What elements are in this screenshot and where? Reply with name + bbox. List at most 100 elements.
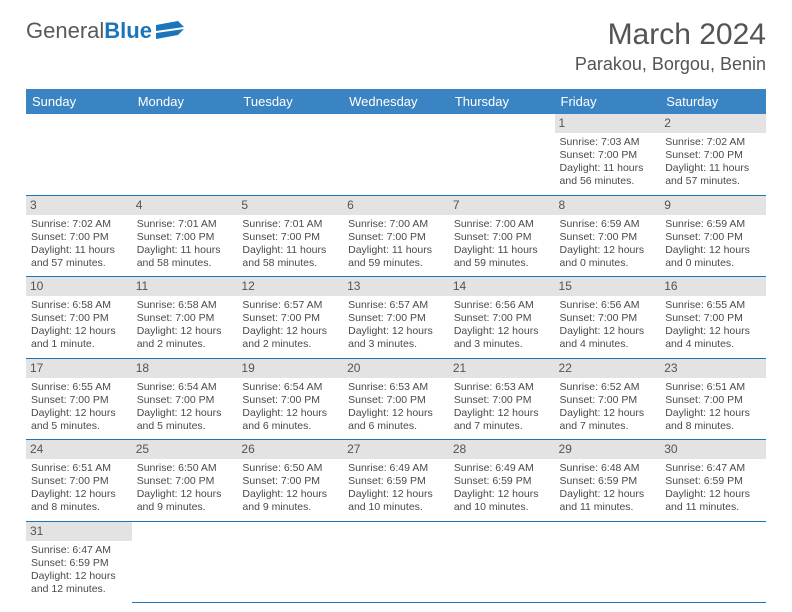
sunrise-text: Sunrise: 7:00 AM <box>454 218 550 231</box>
sunset-text: Sunset: 6:59 PM <box>560 475 656 488</box>
sunrise-text: Sunrise: 6:51 AM <box>665 381 761 394</box>
sunrise-text: Sunrise: 6:53 AM <box>348 381 444 394</box>
logo: GeneralBlue <box>26 18 184 44</box>
day-number: 11 <box>132 277 238 296</box>
day-cell: 27 Sunrise: 6:49 AMSunset: 6:59 PMDayligh… <box>343 440 449 522</box>
day-cell: 2Sunrise: 7:02 AMSunset: 7:00 PMDaylight… <box>660 114 766 195</box>
day-number: 4 <box>132 196 238 215</box>
empty-cell <box>449 114 555 195</box>
sunset-text: Sunset: 7:00 PM <box>137 394 233 407</box>
day-cell: 7Sunrise: 7:00 AMSunset: 7:00 PMDaylight… <box>449 195 555 277</box>
daylight-text: Daylight: 11 hours and 58 minutes. <box>137 244 233 270</box>
empty-cell <box>660 521 766 602</box>
sunrise-text: Sunrise: 7:01 AM <box>137 218 233 231</box>
sunset-text: Sunset: 7:00 PM <box>137 231 233 244</box>
sunrise-text: Sunrise: 6:59 AM <box>665 218 761 231</box>
sunrise-text: Sunrise: 6:53 AM <box>454 381 550 394</box>
sunrise-text: Sunrise: 6:59 AM <box>560 218 656 231</box>
day-number: 26 <box>237 440 343 459</box>
empty-cell <box>132 114 238 195</box>
sunset-text: Sunset: 7:00 PM <box>665 231 761 244</box>
daylight-text: Daylight: 12 hours and 3 minutes. <box>348 325 444 351</box>
sunset-text: Sunset: 7:00 PM <box>560 231 656 244</box>
sunset-text: Sunset: 6:59 PM <box>348 475 444 488</box>
day-cell: 1Sunrise: 7:03 AMSunset: 7:00 PMDaylight… <box>555 114 661 195</box>
day-cell: 21Sunrise: 6:53 AMSunset: 7:00 PMDayligh… <box>449 358 555 440</box>
sunrise-text: Sunrise: 6:58 AM <box>31 299 127 312</box>
day-number: 29 <box>555 440 661 459</box>
day-cell: 8Sunrise: 6:59 AMSunset: 7:00 PMDaylight… <box>555 195 661 277</box>
empty-cell <box>449 521 555 602</box>
sunset-text: Sunset: 7:00 PM <box>348 394 444 407</box>
day-cell: 16Sunrise: 6:55 AMSunset: 7:00 PMDayligh… <box>660 277 766 359</box>
sunset-text: Sunset: 7:00 PM <box>560 312 656 325</box>
sunrise-text: Sunrise: 6:47 AM <box>665 462 761 475</box>
sunset-text: Sunset: 7:00 PM <box>665 312 761 325</box>
sunrise-text: Sunrise: 6:57 AM <box>242 299 338 312</box>
day-number: 6 <box>343 196 449 215</box>
sunset-text: Sunset: 7:00 PM <box>348 231 444 244</box>
day-cell: 20Sunrise: 6:53 AMSunset: 7:00 PMDayligh… <box>343 358 449 440</box>
day-cell: 14Sunrise: 6:56 AMSunset: 7:00 PMDayligh… <box>449 277 555 359</box>
daylight-text: Daylight: 12 hours and 8 minutes. <box>665 407 761 433</box>
empty-cell <box>343 521 449 602</box>
day-number: 10 <box>26 277 132 296</box>
day-cell: 25Sunrise: 6:50 AMSunset: 7:00 PMDayligh… <box>132 440 238 522</box>
daylight-text: Daylight: 12 hours and 0 minutes. <box>665 244 761 270</box>
daylight-text: Daylight: 12 hours and 6 minutes. <box>348 407 444 433</box>
daylight-text: Daylight: 12 hours and 10 minutes. <box>348 488 444 514</box>
daylight-text: Daylight: 12 hours and 9 minutes. <box>242 488 338 514</box>
sunset-text: Sunset: 7:00 PM <box>348 312 444 325</box>
daylight-text: Daylight: 12 hours and 2 minutes. <box>137 325 233 351</box>
sunrise-text: Sunrise: 6:49 AM <box>348 462 444 475</box>
day-cell: 15Sunrise: 6:56 AMSunset: 7:00 PMDayligh… <box>555 277 661 359</box>
day-number: 19 <box>237 359 343 378</box>
sunrise-text: Sunrise: 6:58 AM <box>137 299 233 312</box>
sunset-text: Sunset: 6:59 PM <box>454 475 550 488</box>
day-cell: 22Sunrise: 6:52 AMSunset: 7:00 PMDayligh… <box>555 358 661 440</box>
sunrise-text: Sunrise: 6:50 AM <box>137 462 233 475</box>
daylight-text: Daylight: 12 hours and 1 minute. <box>31 325 127 351</box>
day-number: 13 <box>343 277 449 296</box>
day-cell: 17Sunrise: 6:55 AMSunset: 7:00 PMDayligh… <box>26 358 132 440</box>
empty-cell <box>343 114 449 195</box>
sunset-text: Sunset: 7:00 PM <box>242 312 338 325</box>
sunset-text: Sunset: 7:00 PM <box>560 394 656 407</box>
sunrise-text: Sunrise: 6:54 AM <box>137 381 233 394</box>
sunset-text: Sunset: 7:00 PM <box>560 149 656 162</box>
daylight-text: Daylight: 12 hours and 0 minutes. <box>560 244 656 270</box>
sunrise-text: Sunrise: 7:02 AM <box>665 136 761 149</box>
daylight-text: Daylight: 11 hours and 57 minutes. <box>31 244 127 270</box>
daylight-text: Daylight: 11 hours and 59 minutes. <box>348 244 444 270</box>
day-cell: 18Sunrise: 6:54 AMSunset: 7:00 PMDayligh… <box>132 358 238 440</box>
day-cell: 6Sunrise: 7:00 AMSunset: 7:00 PMDaylight… <box>343 195 449 277</box>
calendar-row: 1Sunrise: 7:03 AMSunset: 7:00 PMDaylight… <box>26 114 766 195</box>
sunset-text: Sunset: 7:00 PM <box>454 231 550 244</box>
weekday-row: SundayMondayTuesdayWednesdayThursdayFrid… <box>26 89 766 114</box>
daylight-text: Daylight: 11 hours and 58 minutes. <box>242 244 338 270</box>
calendar-table: SundayMondayTuesdayWednesdayThursdayFrid… <box>26 89 766 603</box>
calendar-row: 10Sunrise: 6:58 AMSunset: 7:00 PMDayligh… <box>26 277 766 359</box>
sunrise-text: Sunrise: 6:47 AM <box>31 544 127 557</box>
daylight-text: Daylight: 12 hours and 5 minutes. <box>137 407 233 433</box>
day-number: 28 <box>449 440 555 459</box>
day-cell: 11Sunrise: 6:58 AMSunset: 7:00 PMDayligh… <box>132 277 238 359</box>
sunrise-text: Sunrise: 6:55 AM <box>31 381 127 394</box>
daylight-text: Daylight: 12 hours and 7 minutes. <box>560 407 656 433</box>
sunset-text: Sunset: 7:00 PM <box>242 394 338 407</box>
day-cell: 24Sunrise: 6:51 AMSunset: 7:00 PMDayligh… <box>26 440 132 522</box>
day-number: 31 <box>26 522 132 541</box>
calendar-row: 24Sunrise: 6:51 AMSunset: 7:00 PMDayligh… <box>26 440 766 522</box>
title-block: March 2024 Parakou, Borgou, Benin <box>575 18 766 75</box>
day-number: 16 <box>660 277 766 296</box>
topbar: GeneralBlue March 2024 Parakou, Borgou, … <box>26 18 766 75</box>
sunrise-text: Sunrise: 6:56 AM <box>560 299 656 312</box>
day-number: 1 <box>555 114 661 133</box>
calendar-body: 1Sunrise: 7:03 AMSunset: 7:00 PMDaylight… <box>26 114 766 602</box>
sunrise-text: Sunrise: 6:50 AM <box>242 462 338 475</box>
calendar-row: 31Sunrise: 6:47 AMSunset: 6:59 PMDayligh… <box>26 521 766 602</box>
daylight-text: Daylight: 12 hours and 2 minutes. <box>242 325 338 351</box>
day-number: 27 <box>343 440 449 459</box>
sunrise-text: Sunrise: 7:01 AM <box>242 218 338 231</box>
weekday-header: Tuesday <box>237 89 343 114</box>
